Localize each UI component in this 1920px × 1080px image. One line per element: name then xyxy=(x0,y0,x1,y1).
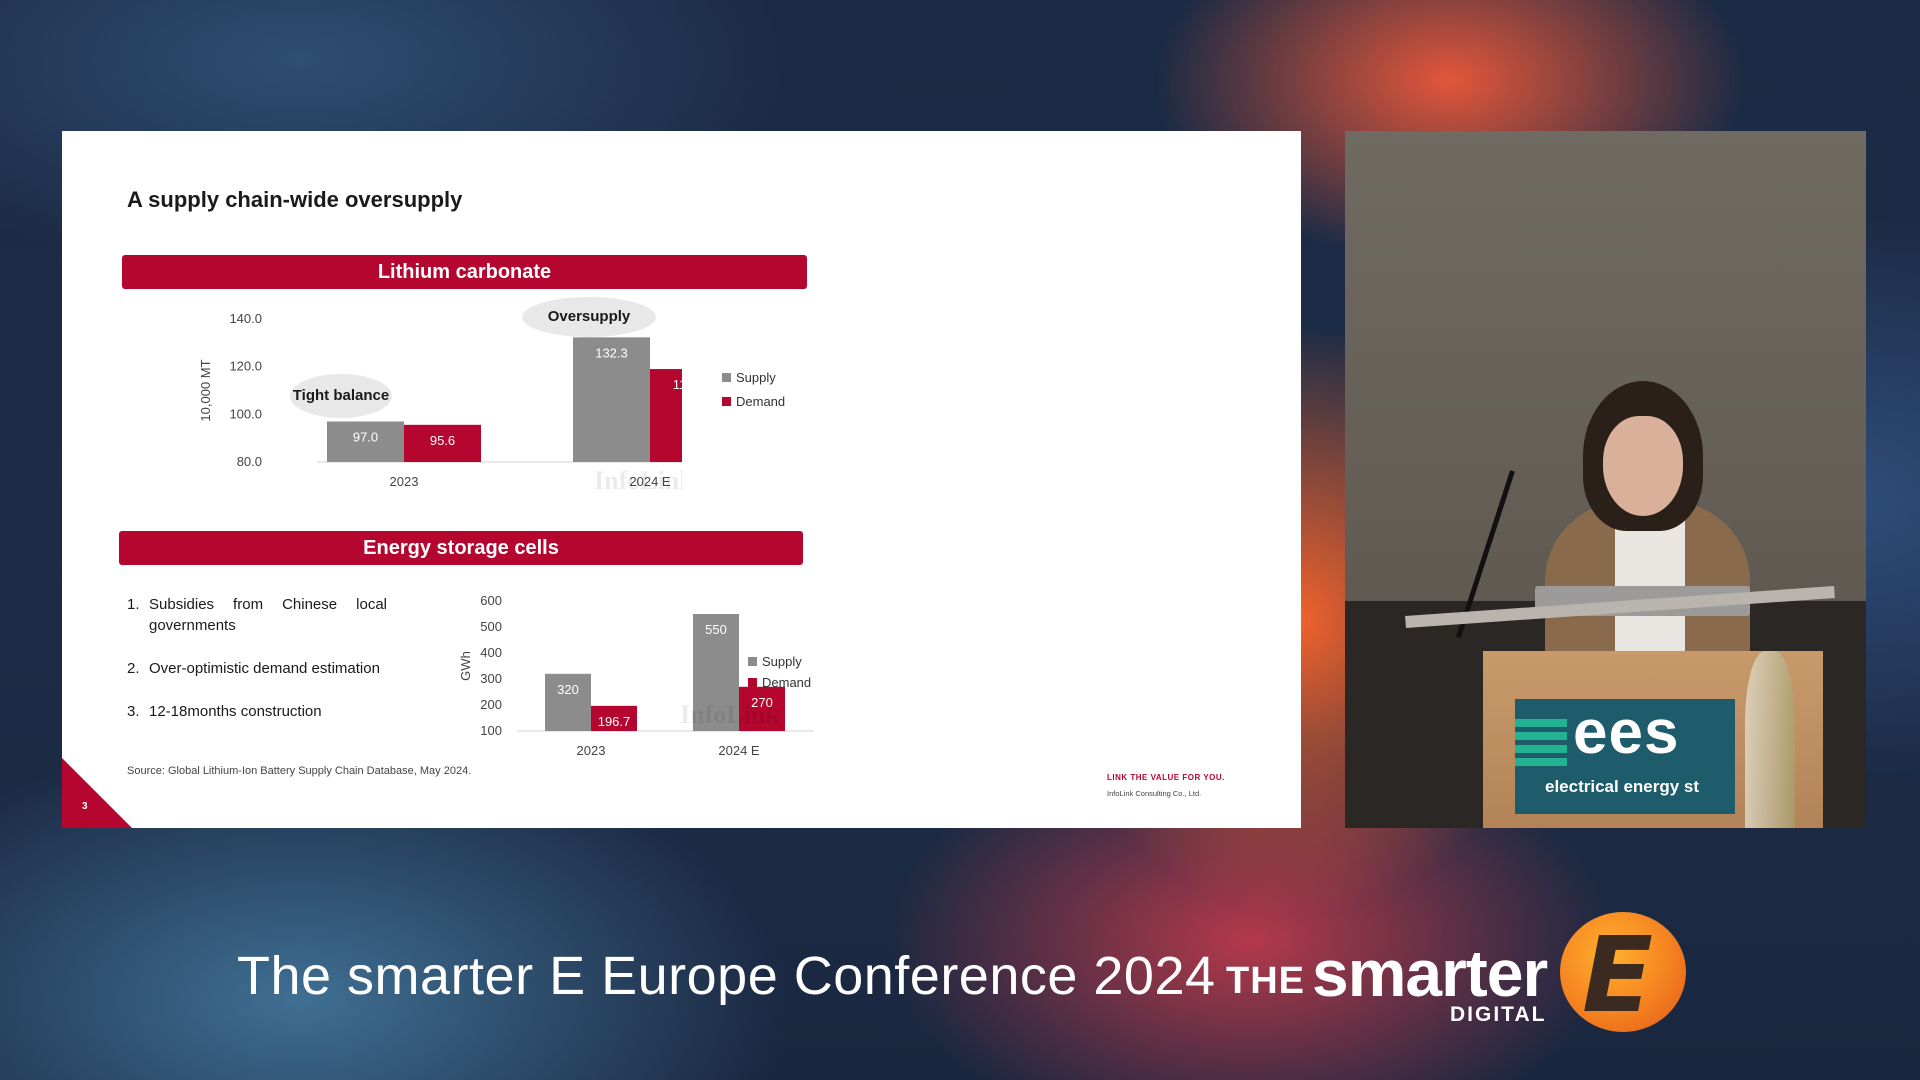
y-tick-label: 100.0 xyxy=(229,406,262,421)
storage-chart-svg: GWh 100 200 300 400 500 600 320 196.7 2023 550 270 2… xyxy=(458,593,814,758)
tight-balance-bubble: Tight balance xyxy=(290,374,392,418)
ees-logo-text: ees xyxy=(1573,698,1680,767)
y-axis-label: GWh xyxy=(458,651,473,681)
legend-supply: Supply xyxy=(748,651,811,672)
x-tick-label: 2023 xyxy=(390,474,419,489)
list-item: 1. Subsidies from Chinese local governme… xyxy=(127,594,387,636)
brand-smarter: smarter xyxy=(1312,936,1548,1010)
brand-digital: DIGITAL xyxy=(1450,1003,1547,1026)
supply-bar xyxy=(573,337,650,462)
speaker-face xyxy=(1603,416,1683,516)
ees-stripes-icon xyxy=(1515,719,1567,771)
list-text: Subsidies from Chinese local governments xyxy=(149,596,387,634)
lithium-banner: Lithium carbonate xyxy=(122,255,807,289)
oversupply-bubble: Oversupply xyxy=(522,297,656,337)
demand-data-label: 270 xyxy=(751,695,773,710)
legend-supply-label: Supply xyxy=(736,369,776,385)
list-item: 2. Over-optimistic demand estimation xyxy=(127,658,387,679)
legend-demand-label: Demand xyxy=(762,675,812,690)
storage-banner-label: Energy storage cells xyxy=(363,536,559,559)
list-text: 12-18months construction xyxy=(149,703,322,720)
legend-demand-label: Demand xyxy=(736,393,786,409)
demand-bar xyxy=(404,424,481,462)
demand-swatch xyxy=(748,678,757,687)
speaker-video: ees electrical energy st xyxy=(1345,131,1866,828)
logo-company: InfoLink Consulting Co., Ltd. xyxy=(1107,789,1202,798)
supply-data-label: 320 xyxy=(557,682,579,697)
lithium-legend: Supply Demand xyxy=(722,365,785,413)
demand-bar xyxy=(739,686,785,731)
storage-legend: Supply Demand xyxy=(748,651,811,693)
smarter-e-digital-logo: THE smarter DIGITAL E xyxy=(1226,907,1686,1036)
x-tick-label: 2024 E xyxy=(718,743,760,758)
demand-bar xyxy=(650,369,682,462)
energy-storage-chart: GWh 100 200 300 400 500 600 320 196.7 2023 550 270 2… xyxy=(362,581,882,801)
supply-bar xyxy=(327,421,404,462)
list-number: 3. xyxy=(127,703,140,720)
supply-bar xyxy=(545,673,591,731)
brand-the: THE xyxy=(1226,960,1305,1002)
y-tick-label: 200 xyxy=(480,697,502,712)
corner-accent xyxy=(62,758,132,828)
legend-demand: Demand xyxy=(748,672,811,693)
legend-demand: Demand xyxy=(722,389,785,413)
list-text: Over-optimistic demand estimation xyxy=(149,660,380,677)
supply-data-label: 97.0 xyxy=(353,429,378,444)
y-tick-label: 120.0 xyxy=(229,359,262,374)
list-item: 3. 12-18months construction xyxy=(127,701,387,722)
supply-swatch xyxy=(748,657,757,666)
supply-swatch xyxy=(722,372,731,382)
legend-supply: Supply xyxy=(722,365,785,389)
y-tick-label: 140.0 xyxy=(229,311,262,326)
watermark: InfoLink xyxy=(594,466,682,495)
x-tick-label: 2024 E xyxy=(629,474,671,489)
y-tick-label: 600 xyxy=(480,593,502,608)
brand-e-badge-icon: E xyxy=(1560,912,1686,1036)
lithium-chart-svg: 10,000 MT 80.0 100.0 120.0 140.0 97.0 95.6 2023… xyxy=(198,311,682,495)
ees-subtitle: electrical energy st xyxy=(1545,777,1700,796)
ees-logo-panel: ees electrical energy st xyxy=(1515,698,1735,814)
x-tick-label: 2023 xyxy=(577,743,606,758)
oversupply-reasons-list: 1. Subsidies from Chinese local governme… xyxy=(127,594,387,744)
logo-tagline: LINK THE VALUE FOR YOU. xyxy=(1107,773,1225,782)
y-tick-label: 400 xyxy=(480,645,502,660)
list-number: 1. xyxy=(127,596,140,613)
supply-data-label: 132.3 xyxy=(595,345,628,360)
infolink-logo: LINK THE VALUE FOR YOU. InfoLink Consult… xyxy=(1107,773,1277,809)
legend-supply-label: Supply xyxy=(762,654,802,669)
y-axis-label: 10,000 MT xyxy=(198,359,213,421)
slide-title: A supply chain-wide oversupply xyxy=(127,187,463,212)
y-tick-label: 300 xyxy=(480,671,502,686)
lithium-carbonate-chart: 10,000 MT 80.0 100.0 120.0 140.0 97.0 95.6 2023… xyxy=(162,289,682,511)
conference-title: The smarter E Europe Conference 2024 xyxy=(237,946,1216,1006)
presentation-slide: A supply chain-wide oversupply Lithium c… xyxy=(62,131,1301,828)
demand-swatch xyxy=(722,396,731,406)
supply-data-label: 550 xyxy=(705,622,727,637)
brand-e-letter: E xyxy=(1582,914,1654,1036)
y-tick-label: 100 xyxy=(480,723,502,738)
watermark: InfoLink xyxy=(680,700,780,729)
demand-data-label: 196.7 xyxy=(598,714,631,729)
demand-bar xyxy=(591,705,637,731)
y-tick-label: 80.0 xyxy=(237,454,262,469)
supply-bar xyxy=(693,614,739,731)
source-note: Source: Global Lithium-Ion Battery Suppl… xyxy=(127,765,472,777)
storage-banner: Energy storage cells xyxy=(119,531,803,565)
lithium-banner-label: Lithium carbonate xyxy=(377,260,552,283)
page-number: 3 xyxy=(82,801,88,812)
plant-decoration xyxy=(1745,651,1795,828)
list-number: 2. xyxy=(127,660,140,677)
y-tick-label: 500 xyxy=(480,619,502,634)
demand-data-label: 95.6 xyxy=(430,433,455,448)
demand-data-label: 119.0 xyxy=(673,377,682,392)
